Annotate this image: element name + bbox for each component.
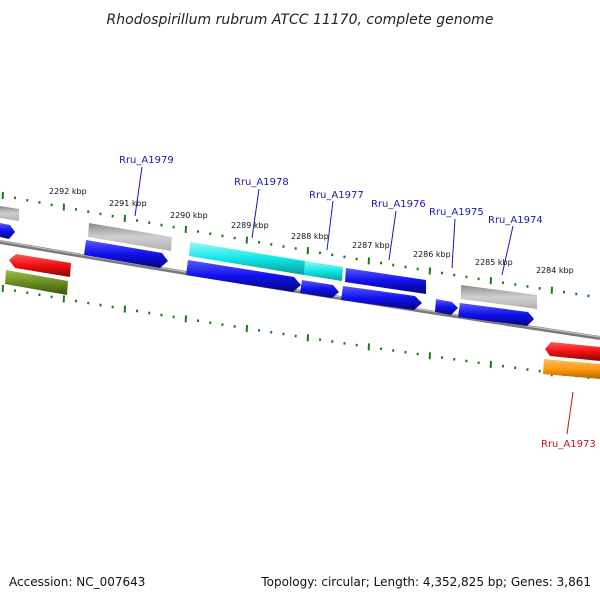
gene-label-rru-a1979[interactable]: Rru_A1979 bbox=[119, 155, 174, 166]
gene-blue-rru-a1975[interactable] bbox=[435, 299, 458, 315]
scale-labels: 2292 kbp 2291 kbp 2290 kbp 2289 kbp 2288… bbox=[49, 187, 574, 275]
pointer-rru-a1975 bbox=[451, 218, 456, 269]
gene-label-rru-a1975[interactable]: Rru_A1975 bbox=[429, 207, 484, 218]
gene-blue-2289[interactable] bbox=[186, 260, 301, 292]
pointer-rru-a1973 bbox=[566, 391, 574, 435]
genome-summary-text: Topology: circular; Length: 4,352,825 bp… bbox=[260, 575, 591, 589]
gene-cyan-rru-a1977[interactable] bbox=[304, 261, 343, 281]
gene-blue-2288[interactable] bbox=[300, 280, 339, 298]
gene-label-rru-a1974[interactable]: Rru_A1974 bbox=[488, 215, 543, 226]
gene-labels: Rru_A1979 Rru_A1978 Rru_A1977 Rru_A1976 … bbox=[119, 155, 596, 450]
scale-label: 2290 kbp bbox=[170, 211, 208, 220]
gene-track-middle bbox=[0, 223, 534, 326]
outer-tick-ring bbox=[1, 192, 590, 298]
pointer-rru-a1976 bbox=[388, 210, 397, 261]
scale-label: 2292 kbp bbox=[49, 187, 87, 196]
gene-green-left[interactable] bbox=[5, 270, 68, 295]
gene-track-inner bbox=[5, 254, 600, 379]
scale-label: 2285 kbp bbox=[475, 258, 513, 267]
pointer-rru-a1978 bbox=[251, 188, 260, 239]
gene-blue-left-arrow[interactable] bbox=[0, 223, 15, 239]
gene-label-rru-a1977[interactable]: Rru_A1977 bbox=[309, 190, 364, 201]
genome-backbone bbox=[0, 240, 600, 340]
gene-gray-2290[interactable] bbox=[88, 223, 172, 251]
gene-orange-rru-a1973[interactable] bbox=[543, 359, 600, 379]
scale-label: 2288 kbp bbox=[291, 232, 329, 241]
gene-red-left[interactable] bbox=[9, 254, 71, 277]
gene-label-rru-a1978[interactable]: Rru_A1978 bbox=[234, 177, 289, 188]
gene-blue-rru-a1974[interactable] bbox=[458, 303, 534, 326]
accession-text: Accession: NC_007643 bbox=[9, 575, 145, 589]
map-title: Rhodospirillum rubrum ATCC 11170, comple… bbox=[107, 12, 494, 28]
pointer-rru-a1979 bbox=[134, 166, 143, 217]
gene-blue-rru-a1979[interactable] bbox=[84, 240, 168, 268]
pointer-rru-a1977 bbox=[326, 200, 334, 251]
inner-tick-ring bbox=[1, 284, 590, 380]
gene-label-rru-a1976[interactable]: Rru_A1976 bbox=[371, 199, 426, 210]
pointer-rru-a1974 bbox=[501, 225, 514, 276]
gene-blue-2287[interactable] bbox=[341, 286, 422, 310]
scale-label: 2291 kbp bbox=[109, 199, 147, 208]
gene-label-rru-a1973[interactable]: Rru_A1973 bbox=[541, 439, 596, 450]
scale-label: 2287 kbp bbox=[352, 241, 390, 250]
gene-track-outer bbox=[0, 206, 537, 309]
gene-gray-2285[interactable] bbox=[461, 285, 537, 309]
gene-cyan-rru-a1978[interactable] bbox=[189, 242, 305, 275]
scale-label: 2289 kbp bbox=[231, 221, 269, 230]
gene-gray-left-edge[interactable] bbox=[0, 206, 19, 221]
scale-label: 2284 kbp bbox=[536, 266, 574, 275]
gene-blue-rru-a1976[interactable] bbox=[345, 268, 426, 294]
gene-red-right[interactable] bbox=[545, 342, 600, 361]
gene-label-pointers bbox=[134, 166, 574, 435]
scale-label: 2286 kbp bbox=[413, 250, 451, 259]
